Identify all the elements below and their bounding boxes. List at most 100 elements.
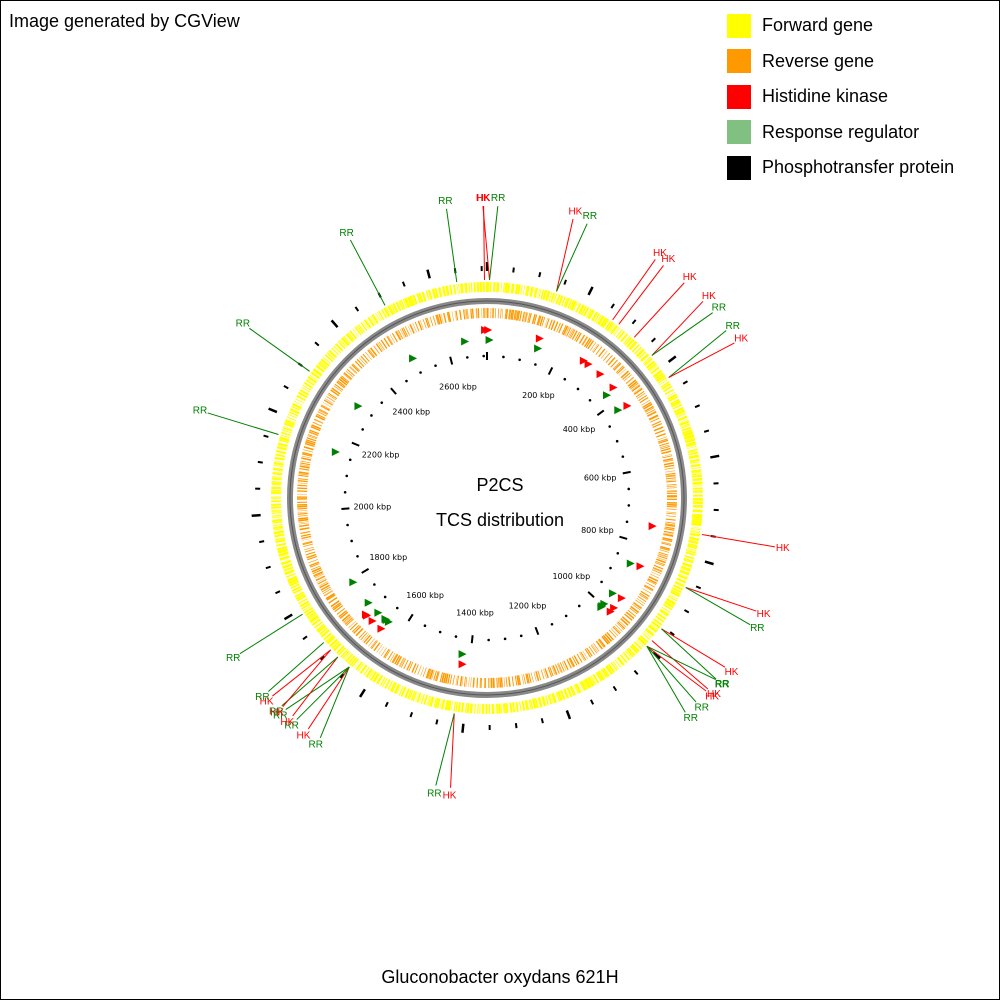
forward-gene [691,473,702,476]
forward-gene [680,567,691,573]
reverse-gene [360,355,368,364]
forward-gene [416,293,422,304]
reverse-gene [325,592,335,600]
forward-gene [685,438,696,444]
reverse-gene [665,472,676,476]
forward-gene [433,697,437,708]
forward-gene [679,569,690,576]
reverse-gene [562,325,569,336]
reverse-gene [666,494,677,496]
forward-gene [647,624,658,633]
forward-gene [315,364,325,373]
reverse-gene [652,568,663,573]
forward-gene [313,621,323,629]
forward-gene [343,651,351,661]
kbp-minor-tick [395,606,399,610]
reverse-gene [358,630,366,639]
forward-gene [354,326,362,336]
reverse-gene [666,505,677,508]
forward-gene [573,301,579,312]
forward-gene [272,476,283,479]
hk-marker [606,607,615,616]
forward-gene [587,676,595,687]
forward-gene [326,352,336,361]
reverse-gene [528,313,532,324]
forward-gene [468,282,471,293]
outer-tick [257,460,263,464]
reverse-gene [400,328,405,338]
forward-gene [661,382,671,390]
feature-callout-line [651,301,704,356]
kbp-minor-tick [356,555,359,558]
forward-gene [363,666,370,676]
reverse-gene [454,310,457,321]
legend-item-reverse-gene: Reverse gene [727,44,954,80]
forward-gene [434,697,439,709]
forward-gene [331,640,340,650]
reverse-gene [658,553,668,558]
reverse-gene [650,573,660,579]
reverse-gene [346,368,355,377]
reverse-gene [642,401,652,408]
reverse-gene [642,588,652,594]
reverse-gene [344,616,352,624]
outer-tick [283,613,293,621]
forward-gene [529,286,534,297]
reverse-gene [666,492,677,495]
forward-gene [272,518,283,523]
forward-gene [482,282,485,293]
forward-gene [383,307,391,318]
reverse-gene [508,309,511,320]
reverse-gene [492,308,494,319]
kbp-minor-tick [608,425,612,428]
outer-tick [563,279,568,285]
reverse-gene [378,341,385,351]
reverse-gene [582,650,588,660]
reverse-gene [490,677,493,688]
kbp-major-tick [407,613,414,622]
feature-label: RR [726,321,740,332]
forward-gene [552,293,558,304]
forward-gene [592,673,600,684]
reverse-gene [666,515,677,518]
reverse-gene [297,484,308,487]
outer-tick [538,271,542,278]
forward-gene [368,670,375,680]
forward-gene [274,537,286,541]
reverse-gene [299,465,310,469]
forward-gene [627,647,636,657]
reverse-gene [349,366,357,375]
feature-callout-line [646,645,697,703]
kbp-minor-tick [502,355,505,359]
reverse-gene [648,414,659,421]
rr-marker [349,578,358,587]
forward-gene [555,691,561,702]
hk-marker [458,660,467,669]
reverse-gene [511,676,515,687]
outer-tick [650,337,656,343]
forward-gene [323,632,333,641]
reverse-gene [657,436,667,441]
reverse-gene [435,314,439,325]
forward-gene [351,658,359,668]
reverse-gene [552,665,558,676]
forward-gene [685,441,697,447]
reverse-gene [316,413,326,419]
forward-gene [407,689,412,700]
rr-marker [614,406,623,415]
reverse-gene [303,543,314,548]
forward-gene [345,653,354,663]
feature-callout-line [292,656,339,717]
forward-gene [288,411,299,417]
feature-label: HK [568,206,582,217]
forward-gene [614,659,622,668]
forward-gene [690,527,701,531]
forward-gene [271,477,282,481]
reverse-gene [561,661,567,671]
forward-gene [437,287,443,298]
forward-gene [649,364,658,372]
feature-callout-line [646,645,707,692]
reverse-gene [598,638,606,648]
forward-gene [668,395,679,403]
reverse-gene [449,674,453,685]
